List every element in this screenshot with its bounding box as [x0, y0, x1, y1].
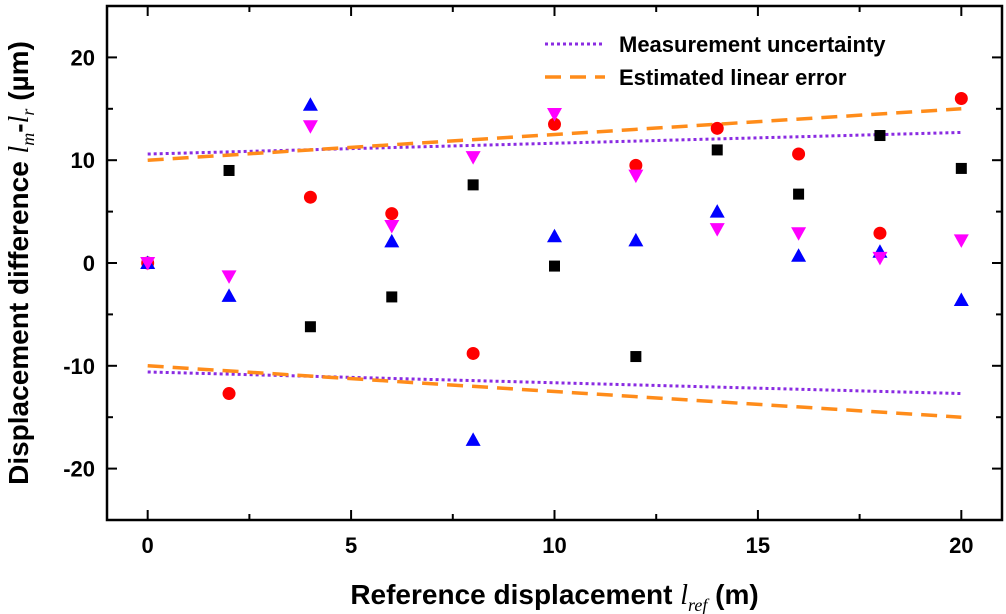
square-point-1 [223, 164, 235, 176]
data-points [140, 92, 969, 446]
linear-error-line-3 [147, 364, 962, 419]
circle-point-8 [792, 147, 806, 161]
x-tick-label: 20 [949, 533, 973, 558]
legend-label-0: Measurement uncertainty [619, 32, 886, 57]
x-tick-label: 10 [542, 533, 566, 558]
triangle-up-point-10 [953, 292, 969, 307]
square-point-3 [386, 291, 398, 303]
triangle-down-point-9 [872, 251, 888, 266]
square-point-8 [793, 188, 805, 200]
uncertainty-line-1 [147, 370, 962, 396]
triangle-up-point-8 [791, 248, 807, 262]
triangle-up-point-5 [547, 228, 562, 243]
circle-point-10 [954, 92, 968, 106]
uncertainty-line-0 [147, 130, 962, 156]
square-point-5 [549, 260, 560, 272]
y-tick-label: 20 [71, 45, 95, 70]
linear-error-line-2 [147, 107, 962, 162]
x-tick-label: 0 [142, 533, 154, 558]
triangle-down-point-4 [465, 151, 481, 165]
triangle-down-point-5 [547, 107, 562, 122]
triangle-down-point-6 [628, 169, 644, 184]
triangle-up-point-2 [302, 97, 318, 111]
square-point-6 [630, 351, 642, 363]
x-tick-label: 5 [345, 533, 357, 558]
triangle-down-point-7 [709, 223, 725, 237]
triangle-down-point-1 [221, 270, 237, 284]
triangle-down-point-8 [791, 227, 807, 241]
circle-point-6 [629, 158, 643, 172]
triangle-down-point-2 [302, 120, 318, 134]
x-tick-label: 15 [746, 533, 770, 558]
triangle-up-point-1 [221, 288, 237, 302]
triangle-up-point-3 [384, 233, 400, 248]
square-point-7 [711, 144, 723, 156]
triangle-down-point-0 [140, 257, 156, 271]
square-point-9 [874, 130, 886, 142]
triangle-down-point-3 [384, 219, 400, 234]
y-axis-title: Displacement difference lm-lr (µm) [3, 41, 38, 485]
x-axis-title: Reference displacement lref (m) [350, 579, 758, 614]
circle-point-1 [222, 387, 236, 401]
triangle-down-point-10 [953, 234, 969, 248]
circle-point-5 [548, 117, 561, 131]
square-point-2 [304, 321, 316, 333]
square-point-4 [467, 179, 479, 191]
circle-point-3 [385, 207, 399, 221]
circle-point-7 [710, 121, 724, 135]
legend-label-1: Estimated linear error [619, 65, 847, 90]
square-point-10 [955, 162, 967, 174]
triangle-up-point-7 [709, 204, 725, 218]
legend: Measurement uncertainty Estimated linear … [545, 32, 886, 90]
reference-lines [147, 107, 962, 419]
triangle-up-point-6 [628, 232, 644, 247]
y-tick-label: -20 [63, 457, 95, 482]
axis-ticks: 0 5 10 15 20 -20 -10 0 10 20 [63, 5, 1002, 558]
circle-point-9 [873, 226, 887, 240]
y-tick-label: 0 [83, 251, 95, 276]
circle-point-2 [303, 190, 317, 204]
y-tick-label: -10 [63, 354, 95, 379]
triangle-up-point-4 [465, 432, 481, 446]
y-tick-label: 10 [71, 148, 95, 173]
circle-point-4 [466, 346, 480, 360]
